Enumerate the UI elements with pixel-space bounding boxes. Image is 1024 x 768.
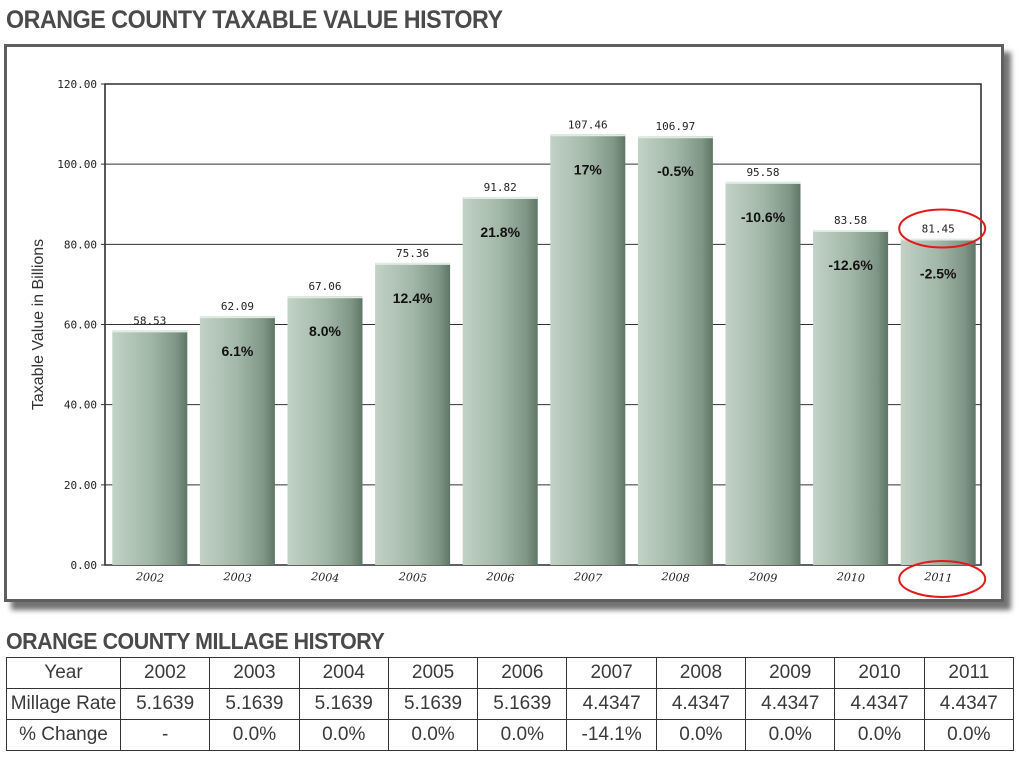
table-cell: 2002 <box>119 657 211 689</box>
x-tick-label: 2004 <box>310 570 340 585</box>
table-cell: 2008 <box>655 657 747 689</box>
bar-value-label: 67.06 <box>308 280 341 293</box>
table-cell: 0.0% <box>298 719 389 751</box>
x-tick-label: 2008 <box>660 570 690 585</box>
table-cell: 2010 <box>834 657 925 689</box>
x-tick-label: 2007 <box>573 570 603 585</box>
table-cell: 0.0% <box>387 719 479 751</box>
pct-change-label: 8.0% <box>309 323 341 339</box>
table-cell: 2007 <box>566 657 657 689</box>
table-cell: 5.1639 <box>477 688 568 720</box>
table-cell: 4.4347 <box>923 688 1015 720</box>
chart-frame: 0.00 20.00 40.00 60.00 80.00 100.00 120.00 Taxa… <box>4 44 1004 602</box>
highlight-circle-year <box>898 560 987 598</box>
table-cell: 2006 <box>477 657 568 689</box>
table-cell: 4.4347 <box>834 688 925 720</box>
millage-title: ORANGE COUNTY MILLAGE HISTORY <box>6 628 385 654</box>
row-label: Millage Rate <box>6 688 121 720</box>
x-tick-label: 2006 <box>485 570 515 585</box>
table-cell: 4.4347 <box>745 688 836 720</box>
y-tick-label: 100.00 <box>57 158 97 171</box>
table-cell: -14.1% <box>566 719 657 751</box>
table-cell: 0.0% <box>834 719 925 751</box>
table-cell: 0.0% <box>655 719 747 751</box>
pct-change-label: 21.8% <box>480 224 520 240</box>
x-tick-label: 2003 <box>222 570 252 585</box>
bar <box>637 136 713 565</box>
bar-value-label: 91.82 <box>484 181 517 194</box>
row-label: % Change <box>6 719 121 751</box>
x-tick-label: 2010 <box>835 570 865 585</box>
bar-value-label: 107.46 <box>568 118 608 131</box>
table-cell: 0.0% <box>923 719 1015 751</box>
x-tick-label: 2002 <box>135 570 165 585</box>
pct-change-label: -2.5% <box>920 266 957 282</box>
table-cell: 0.0% <box>209 719 300 751</box>
bar-value-label: 75.36 <box>396 247 429 260</box>
pct-change-label: 12.4% <box>393 290 433 306</box>
y-tick-label: 80.00 <box>64 238 97 251</box>
y-axis-title: Taxable Value in Billions <box>30 239 47 410</box>
chart-title: ORANGE COUNTY TAXABLE VALUE HISTORY <box>6 6 503 34</box>
y-tick-label: 20.00 <box>64 479 97 492</box>
table-cell: 2011 <box>923 657 1015 689</box>
taxable-value-bar-chart: 0.00 20.00 40.00 60.00 80.00 100.00 120.00 Taxa… <box>30 78 987 598</box>
bar <box>199 316 275 565</box>
table-cell: 0.0% <box>745 719 836 751</box>
bar-value-label: 81.45 <box>922 223 955 236</box>
bar <box>900 238 976 566</box>
y-tick-label: 120.00 <box>57 78 97 91</box>
table-cell: 2009 <box>745 657 836 689</box>
highlight-circle-value <box>898 208 987 249</box>
bar <box>462 196 538 565</box>
table-cell: 2004 <box>298 657 389 689</box>
y-tick-label: 40.00 <box>64 399 97 412</box>
bar <box>112 330 188 565</box>
table-row: % Change -0.0% 0.0% 0.0% 0.0% -14.1% 0.0% 0.0% 0… <box>6 719 1015 751</box>
y-tick-label: 60.00 <box>64 319 97 332</box>
bar <box>375 262 451 565</box>
x-tick-label: 2009 <box>748 570 778 585</box>
table-cell: - <box>119 719 211 751</box>
row-label: Year <box>6 657 121 689</box>
pct-change-label: -0.5% <box>657 163 694 179</box>
table-row: Millage Rate 5.1639 5.1639 5.1639 5.1639 5.16… <box>6 688 1015 720</box>
table-cell: 0.0% <box>477 719 568 751</box>
bar-value-label: 58.53 <box>133 314 166 327</box>
pct-change-label: 6.1% <box>221 343 253 359</box>
table-cell: 5.1639 <box>298 688 389 720</box>
year-header-row: Year 2002 2003 2004 2005 2006 2007 2008 2009 2010… <box>6 657 1015 689</box>
table-cell: 5.1639 <box>119 688 211 720</box>
table-cell: 2003 <box>209 657 300 689</box>
bar <box>813 229 889 565</box>
table-cell: 4.4347 <box>566 688 657 720</box>
x-tick-label: 2011 <box>923 570 953 585</box>
bar-value-label: 106.97 <box>656 120 696 133</box>
table-cell: 5.1639 <box>209 688 300 720</box>
pct-change-label: -12.6% <box>828 257 873 273</box>
table-cell: 2005 <box>387 657 479 689</box>
x-tick-label: 2005 <box>397 570 427 585</box>
bar <box>725 181 801 566</box>
table-cell: 4.4347 <box>655 688 747 720</box>
bar-value-label: 62.09 <box>221 300 254 313</box>
pct-change-label: -10.6% <box>741 209 786 225</box>
bar-value-label: 95.58 <box>746 166 779 179</box>
bar-value-label: 83.58 <box>834 214 867 227</box>
bar <box>287 296 363 565</box>
pct-change-label: 17% <box>574 161 603 177</box>
millage-table: Year 2002 2003 2004 2005 2006 2007 2008 2009 2010… <box>6 657 1015 751</box>
bar <box>550 134 626 565</box>
table-cell: 5.1639 <box>387 688 479 720</box>
y-tick-label: 0.00 <box>71 559 98 572</box>
